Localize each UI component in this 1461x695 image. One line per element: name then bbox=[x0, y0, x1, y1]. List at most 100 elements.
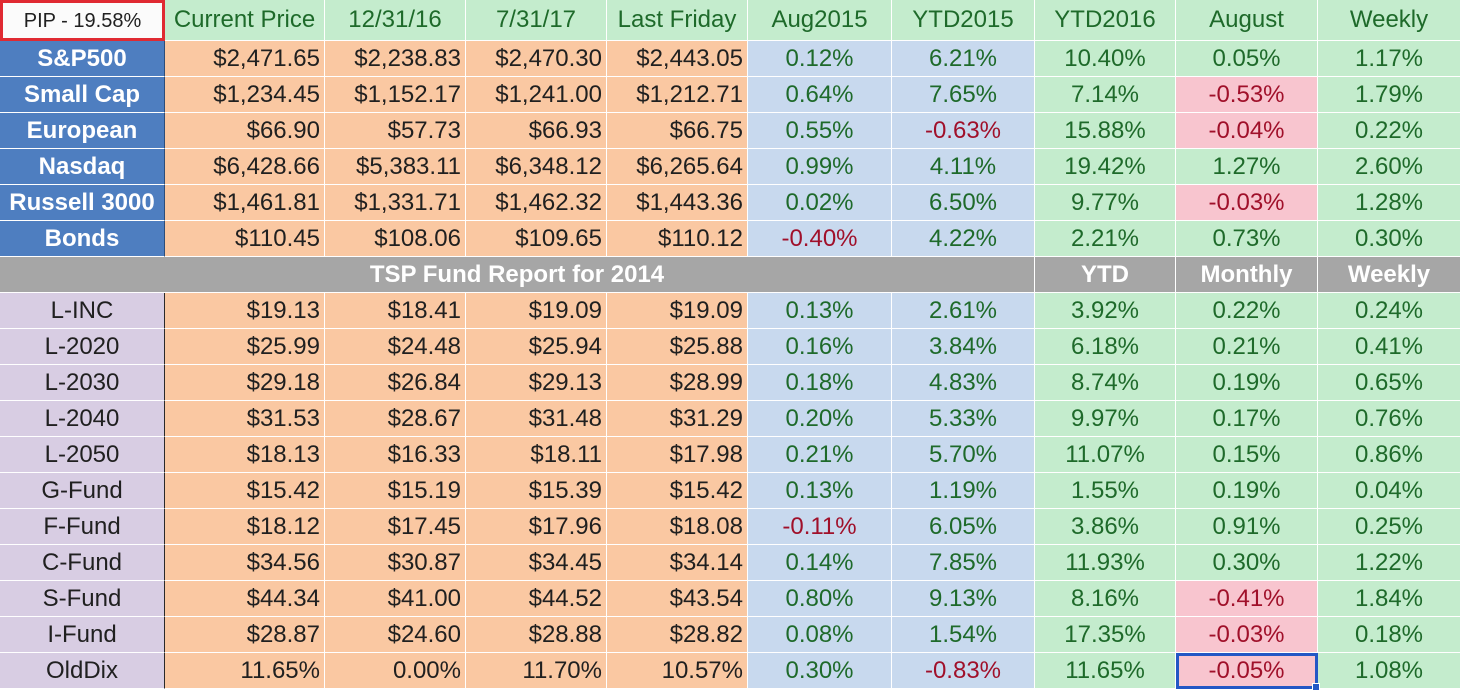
index-value-cell[interactable]: $5,383.11 bbox=[325, 149, 466, 185]
fund-value-cell[interactable]: $43.54 bbox=[607, 581, 748, 617]
fund-value-cell[interactable]: 11.65% bbox=[1035, 653, 1176, 689]
fund-value-cell[interactable]: 9.13% bbox=[892, 581, 1035, 617]
index-value-cell[interactable]: $6,428.66 bbox=[165, 149, 325, 185]
index-value-cell[interactable]: 0.55% bbox=[748, 113, 892, 149]
index-value-cell[interactable]: 1.27% bbox=[1176, 149, 1318, 185]
fund-value-cell[interactable]: 17.35% bbox=[1035, 617, 1176, 653]
index-value-cell[interactable]: 0.30% bbox=[1318, 221, 1461, 257]
fund-value-cell[interactable]: $31.48 bbox=[466, 401, 607, 437]
index-value-cell[interactable]: 6.50% bbox=[892, 185, 1035, 221]
index-name-cell[interactable]: Russell 3000 bbox=[0, 185, 165, 221]
fund-value-cell[interactable]: 1.19% bbox=[892, 473, 1035, 509]
fund-value-cell[interactable]: $44.52 bbox=[466, 581, 607, 617]
index-name-cell[interactable]: S&P500 bbox=[0, 41, 165, 77]
index-value-cell[interactable]: 1.28% bbox=[1318, 185, 1461, 221]
section-title[interactable]: TSP Fund Report for 2014 bbox=[0, 257, 1035, 293]
fund-value-cell[interactable]: 11.93% bbox=[1035, 545, 1176, 581]
fund-value-cell[interactable]: $28.87 bbox=[165, 617, 325, 653]
fund-value-cell[interactable]: 0.21% bbox=[1176, 329, 1318, 365]
index-value-cell[interactable]: -0.04% bbox=[1176, 113, 1318, 149]
fund-value-cell[interactable]: 0.80% bbox=[748, 581, 892, 617]
fund-value-cell[interactable]: 11.65% bbox=[165, 653, 325, 689]
fund-value-cell[interactable]: 0.20% bbox=[748, 401, 892, 437]
index-value-cell[interactable]: $66.90 bbox=[165, 113, 325, 149]
fund-value-cell[interactable]: $41.00 bbox=[325, 581, 466, 617]
fund-value-cell[interactable]: 0.13% bbox=[748, 293, 892, 329]
fund-value-cell[interactable]: 8.16% bbox=[1035, 581, 1176, 617]
fund-value-cell[interactable]: -0.83% bbox=[892, 653, 1035, 689]
fund-name-cell[interactable]: L-2020 bbox=[0, 329, 165, 365]
section-column-weekly[interactable]: Weekly bbox=[1318, 257, 1461, 293]
index-value-cell[interactable]: $2,470.30 bbox=[466, 41, 607, 77]
fund-value-cell[interactable]: $24.48 bbox=[325, 329, 466, 365]
fund-value-cell[interactable]: 0.13% bbox=[748, 473, 892, 509]
index-value-cell[interactable]: 4.22% bbox=[892, 221, 1035, 257]
index-value-cell[interactable]: -0.63% bbox=[892, 113, 1035, 149]
fund-value-cell[interactable]: $29.13 bbox=[466, 365, 607, 401]
index-value-cell[interactable]: 10.40% bbox=[1035, 41, 1176, 77]
fund-value-cell[interactable]: 0.18% bbox=[748, 365, 892, 401]
fund-value-cell[interactable]: 11.07% bbox=[1035, 437, 1176, 473]
fund-value-cell[interactable]: $34.14 bbox=[607, 545, 748, 581]
index-value-cell[interactable]: $6,265.64 bbox=[607, 149, 748, 185]
fund-value-cell[interactable]: $16.33 bbox=[325, 437, 466, 473]
fund-value-cell[interactable]: $28.99 bbox=[607, 365, 748, 401]
fund-value-cell[interactable]: 1.22% bbox=[1318, 545, 1461, 581]
fund-name-cell[interactable]: L-2030 bbox=[0, 365, 165, 401]
fill-handle[interactable] bbox=[1312, 683, 1320, 691]
fund-value-cell[interactable]: 0.04% bbox=[1318, 473, 1461, 509]
fund-value-cell[interactable]: 0.14% bbox=[748, 545, 892, 581]
fund-name-cell[interactable]: OldDix bbox=[0, 653, 165, 689]
fund-value-cell[interactable]: $18.41 bbox=[325, 293, 466, 329]
index-value-cell[interactable]: $2,471.65 bbox=[165, 41, 325, 77]
index-value-cell[interactable]: 4.11% bbox=[892, 149, 1035, 185]
fund-value-cell[interactable]: $18.08 bbox=[607, 509, 748, 545]
index-value-cell[interactable]: 1.79% bbox=[1318, 77, 1461, 113]
index-name-cell[interactable]: European bbox=[0, 113, 165, 149]
fund-value-cell[interactable]: 6.05% bbox=[892, 509, 1035, 545]
fund-value-cell[interactable]: 4.83% bbox=[892, 365, 1035, 401]
fund-value-cell[interactable]: $18.13 bbox=[165, 437, 325, 473]
fund-value-cell[interactable]: $18.12 bbox=[165, 509, 325, 545]
fund-value-cell[interactable]: 0.18% bbox=[1318, 617, 1461, 653]
fund-name-cell[interactable]: L-INC bbox=[0, 293, 165, 329]
fund-value-cell[interactable]: $19.13 bbox=[165, 293, 325, 329]
index-value-cell[interactable]: 6.21% bbox=[892, 41, 1035, 77]
fund-value-cell[interactable]: 2.61% bbox=[892, 293, 1035, 329]
index-value-cell[interactable]: $1,241.00 bbox=[466, 77, 607, 113]
column-header[interactable]: 7/31/17 bbox=[466, 0, 607, 41]
index-value-cell[interactable]: -0.40% bbox=[748, 221, 892, 257]
index-name-cell[interactable]: Bonds bbox=[0, 221, 165, 257]
column-header[interactable]: Last Friday bbox=[607, 0, 748, 41]
index-value-cell[interactable]: $1,443.36 bbox=[607, 185, 748, 221]
fund-value-cell[interactable]: 0.22% bbox=[1176, 293, 1318, 329]
index-value-cell[interactable]: 15.88% bbox=[1035, 113, 1176, 149]
index-value-cell[interactable]: -0.53% bbox=[1176, 77, 1318, 113]
fund-value-cell[interactable]: 5.70% bbox=[892, 437, 1035, 473]
fund-value-cell[interactable]: 7.85% bbox=[892, 545, 1035, 581]
fund-value-cell[interactable]: 1.84% bbox=[1318, 581, 1461, 617]
fund-value-cell[interactable]: 1.08% bbox=[1318, 653, 1461, 689]
column-header[interactable]: YTD2016 bbox=[1035, 0, 1176, 41]
fund-value-cell[interactable]: $28.82 bbox=[607, 617, 748, 653]
fund-value-cell[interactable]: 0.76% bbox=[1318, 401, 1461, 437]
fund-value-cell[interactable]: 0.91% bbox=[1176, 509, 1318, 545]
fund-value-cell[interactable]: $34.45 bbox=[466, 545, 607, 581]
fund-value-cell[interactable]: $19.09 bbox=[466, 293, 607, 329]
fund-value-cell[interactable]: 3.86% bbox=[1035, 509, 1176, 545]
fund-value-cell[interactable]: 0.65% bbox=[1318, 365, 1461, 401]
index-value-cell[interactable]: $109.65 bbox=[466, 221, 607, 257]
index-value-cell[interactable]: 19.42% bbox=[1035, 149, 1176, 185]
index-value-cell[interactable]: $6,348.12 bbox=[466, 149, 607, 185]
fund-value-cell[interactable]: $24.60 bbox=[325, 617, 466, 653]
index-name-cell[interactable]: Nasdaq bbox=[0, 149, 165, 185]
fund-value-cell[interactable]: 0.30% bbox=[1176, 545, 1318, 581]
column-header[interactable]: Weekly bbox=[1318, 0, 1461, 41]
index-value-cell[interactable]: 2.21% bbox=[1035, 221, 1176, 257]
index-value-cell[interactable]: 0.73% bbox=[1176, 221, 1318, 257]
fund-value-cell[interactable]: $31.29 bbox=[607, 401, 748, 437]
fund-name-cell[interactable]: L-2040 bbox=[0, 401, 165, 437]
index-value-cell[interactable]: $1,462.32 bbox=[466, 185, 607, 221]
fund-value-cell[interactable]: $34.56 bbox=[165, 545, 325, 581]
fund-value-cell[interactable]: $30.87 bbox=[325, 545, 466, 581]
